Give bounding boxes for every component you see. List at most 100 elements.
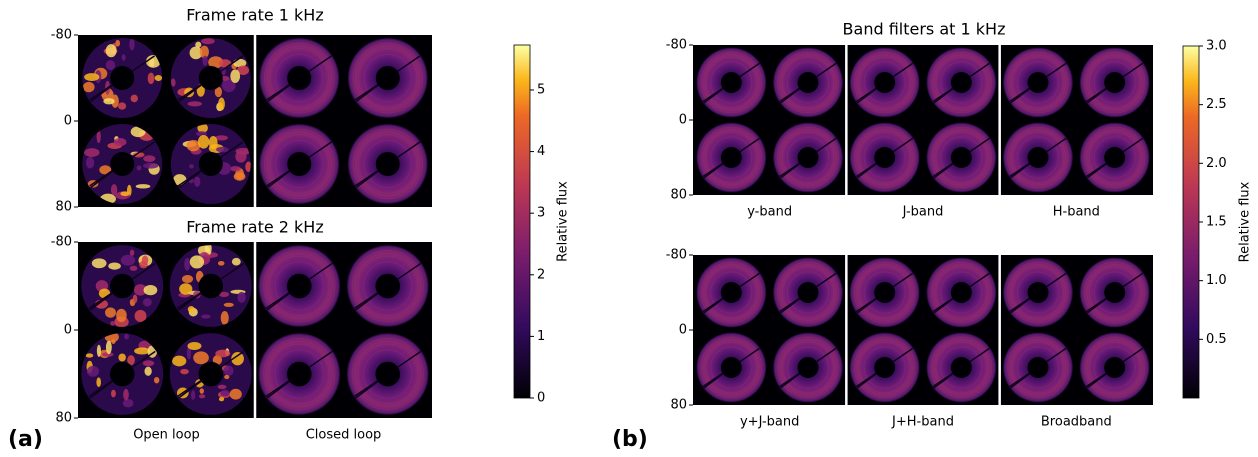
ring [1007, 126, 1069, 189]
ring [1012, 56, 1064, 109]
ring [786, 271, 830, 314]
ring [1012, 341, 1064, 394]
speckle [96, 130, 101, 144]
speckle [221, 78, 236, 93]
spider [89, 292, 113, 311]
spider [969, 347, 990, 363]
speckle [202, 55, 208, 66]
speckle [121, 54, 126, 61]
spider [131, 350, 156, 368]
spider [703, 373, 724, 389]
spider [397, 350, 422, 368]
image [693, 45, 1153, 195]
spider [266, 84, 290, 101]
pupil [81, 333, 164, 415]
speckle [193, 351, 209, 365]
speckle [237, 65, 250, 76]
speckle [218, 97, 225, 111]
speckle [123, 388, 129, 401]
spider [933, 373, 954, 389]
speckle [143, 162, 159, 169]
speckle [189, 255, 205, 269]
ring [710, 271, 753, 314]
spider [780, 88, 801, 104]
colorbar [1182, 45, 1200, 399]
ring [1012, 131, 1064, 184]
spider [89, 84, 113, 101]
pupil [926, 122, 997, 193]
spider [816, 62, 837, 78]
y-tick-label: 80 [55, 411, 72, 426]
speckle [144, 366, 152, 376]
ring [1007, 261, 1069, 324]
speckle [105, 340, 112, 355]
ring [1016, 271, 1060, 314]
spider [354, 84, 379, 101]
speckle [231, 352, 244, 366]
spider [1122, 272, 1144, 288]
ring [710, 136, 753, 179]
spider [308, 262, 333, 280]
spider [1010, 298, 1031, 314]
spider [178, 380, 202, 399]
speckle [197, 134, 210, 149]
ring [863, 346, 906, 389]
ring [863, 271, 906, 314]
pupil-hole [1027, 282, 1049, 303]
speckle [84, 73, 100, 82]
speckle [170, 78, 176, 87]
pupil-hole [874, 147, 896, 168]
spider [178, 84, 202, 103]
ring [358, 48, 418, 108]
colorbar-label: Relative flux [556, 181, 571, 262]
speckle [189, 164, 194, 169]
speckle [172, 355, 187, 367]
speckle [204, 245, 212, 256]
ring [786, 61, 830, 104]
ring [782, 341, 834, 394]
speckle [217, 384, 227, 390]
speckle [111, 94, 119, 108]
pupil [926, 47, 997, 118]
ring [1016, 136, 1060, 179]
ring [1083, 261, 1146, 324]
spider [88, 380, 113, 397]
ring [940, 346, 983, 389]
spider [265, 380, 290, 397]
ring [1088, 56, 1141, 109]
pupil-hole [1104, 357, 1126, 378]
speckle [82, 81, 95, 93]
speckle [181, 274, 194, 284]
spider [739, 62, 760, 78]
column-label: H-band [1053, 205, 1100, 220]
pupil-hole [874, 357, 896, 378]
pupil [1003, 47, 1073, 118]
y-tick-label: 80 [670, 398, 687, 413]
speckle [187, 341, 202, 350]
ring [705, 266, 758, 319]
y-tick-label: 0 [64, 114, 72, 129]
spider [703, 88, 724, 104]
speckle [195, 41, 202, 48]
spider [856, 298, 877, 314]
speckle [111, 389, 116, 398]
pupil [1079, 47, 1150, 118]
spider [1046, 347, 1067, 363]
ring [1083, 51, 1146, 114]
spider [780, 163, 801, 179]
ring [858, 266, 911, 319]
speckle [91, 258, 107, 269]
ring [1093, 136, 1136, 179]
pupil-hole [720, 72, 742, 93]
speckle [218, 59, 232, 68]
speckle [120, 191, 130, 197]
pupil [169, 245, 252, 327]
pupil-hole [198, 361, 224, 387]
spider [780, 373, 801, 389]
ring [352, 42, 424, 114]
column-label: J-band [902, 205, 944, 220]
image [693, 255, 1153, 405]
speckle [129, 265, 138, 271]
ring [930, 51, 993, 114]
spider [1046, 62, 1067, 78]
